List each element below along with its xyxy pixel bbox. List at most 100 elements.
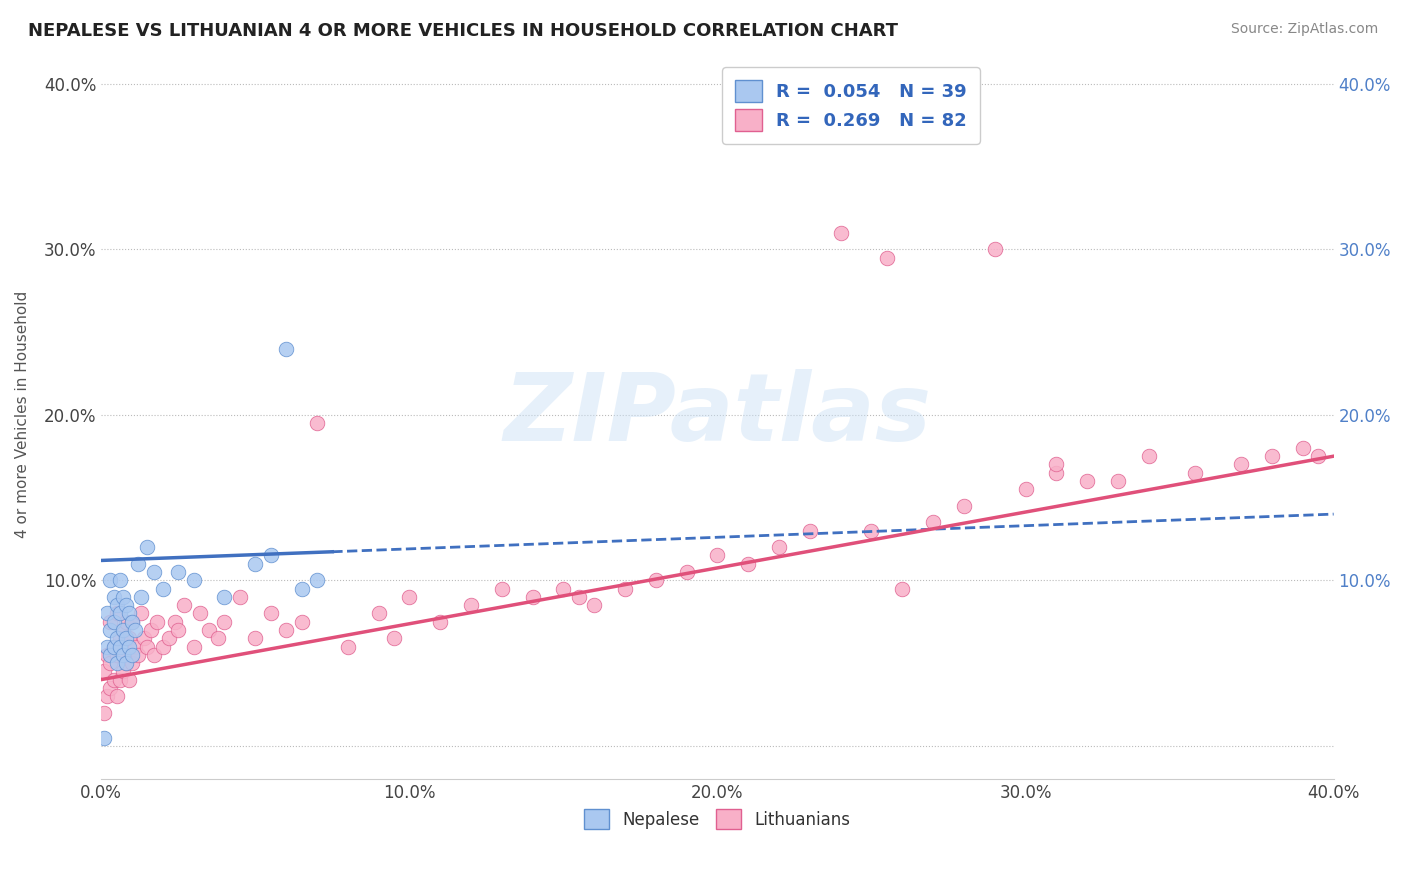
Point — [245, 632, 267, 646]
Point — [115, 598, 138, 612]
Point — [105, 598, 128, 612]
Point — [799, 524, 821, 538]
Point — [953, 499, 976, 513]
Point — [111, 648, 134, 662]
Point — [127, 648, 149, 662]
Point — [214, 615, 236, 629]
Point — [1261, 449, 1284, 463]
Point — [121, 615, 143, 629]
Point — [118, 632, 141, 646]
Point — [121, 615, 143, 629]
Point — [274, 623, 297, 637]
Point — [127, 557, 149, 571]
Point — [124, 623, 146, 637]
Point — [96, 689, 118, 703]
Point — [115, 656, 138, 670]
Point — [583, 598, 606, 612]
Point — [134, 632, 156, 646]
Point — [1308, 449, 1330, 463]
Point — [100, 623, 122, 637]
Point — [139, 623, 162, 637]
Point — [93, 706, 115, 720]
Point — [108, 640, 131, 654]
Point — [103, 615, 125, 629]
Point — [737, 557, 759, 571]
Point — [167, 565, 190, 579]
Point — [367, 607, 389, 621]
Point — [207, 632, 229, 646]
Point — [188, 607, 211, 621]
Point — [129, 590, 152, 604]
Point — [876, 251, 898, 265]
Point — [105, 656, 128, 670]
Point — [118, 640, 141, 654]
Point — [1014, 483, 1036, 497]
Point — [614, 582, 637, 596]
Point — [568, 590, 591, 604]
Point — [145, 615, 167, 629]
Point — [157, 632, 180, 646]
Point — [124, 640, 146, 654]
Point — [152, 582, 174, 596]
Point — [245, 557, 267, 571]
Point — [108, 673, 131, 687]
Point — [152, 640, 174, 654]
Point — [118, 607, 141, 621]
Point — [305, 416, 328, 430]
Point — [129, 607, 152, 621]
Point — [1045, 466, 1067, 480]
Point — [553, 582, 575, 596]
Legend: Nepalese, Lithuanians: Nepalese, Lithuanians — [578, 803, 858, 836]
Point — [860, 524, 883, 538]
Point — [429, 615, 451, 629]
Point — [115, 632, 138, 646]
Point — [108, 574, 131, 588]
Point — [111, 623, 134, 637]
Point — [830, 226, 852, 240]
Point — [173, 598, 195, 612]
Point — [183, 574, 205, 588]
Y-axis label: 4 or more Vehicles in Household: 4 or more Vehicles in Household — [15, 291, 30, 539]
Point — [1045, 458, 1067, 472]
Point — [93, 665, 115, 679]
Point — [460, 598, 482, 612]
Point — [103, 673, 125, 687]
Point — [115, 615, 138, 629]
Point — [105, 689, 128, 703]
Point — [111, 665, 134, 679]
Point — [183, 640, 205, 654]
Point — [1292, 441, 1315, 455]
Point — [1137, 449, 1160, 463]
Point — [100, 648, 122, 662]
Point — [922, 516, 945, 530]
Point — [1107, 474, 1129, 488]
Point — [274, 342, 297, 356]
Point — [103, 640, 125, 654]
Point — [108, 632, 131, 646]
Point — [105, 607, 128, 621]
Point — [108, 607, 131, 621]
Point — [121, 656, 143, 670]
Point — [214, 590, 236, 604]
Point — [93, 731, 115, 745]
Point — [142, 565, 165, 579]
Point — [167, 623, 190, 637]
Point — [1076, 474, 1098, 488]
Point — [103, 590, 125, 604]
Point — [644, 574, 666, 588]
Point — [105, 648, 128, 662]
Point — [103, 640, 125, 654]
Point — [305, 574, 328, 588]
Point — [260, 607, 283, 621]
Point — [136, 540, 159, 554]
Point — [111, 623, 134, 637]
Text: Source: ZipAtlas.com: Source: ZipAtlas.com — [1230, 22, 1378, 37]
Point — [100, 681, 122, 695]
Point — [121, 648, 143, 662]
Point — [165, 615, 187, 629]
Text: ZIPatlas: ZIPatlas — [503, 368, 932, 461]
Point — [118, 673, 141, 687]
Point — [891, 582, 914, 596]
Point — [706, 549, 728, 563]
Point — [115, 656, 138, 670]
